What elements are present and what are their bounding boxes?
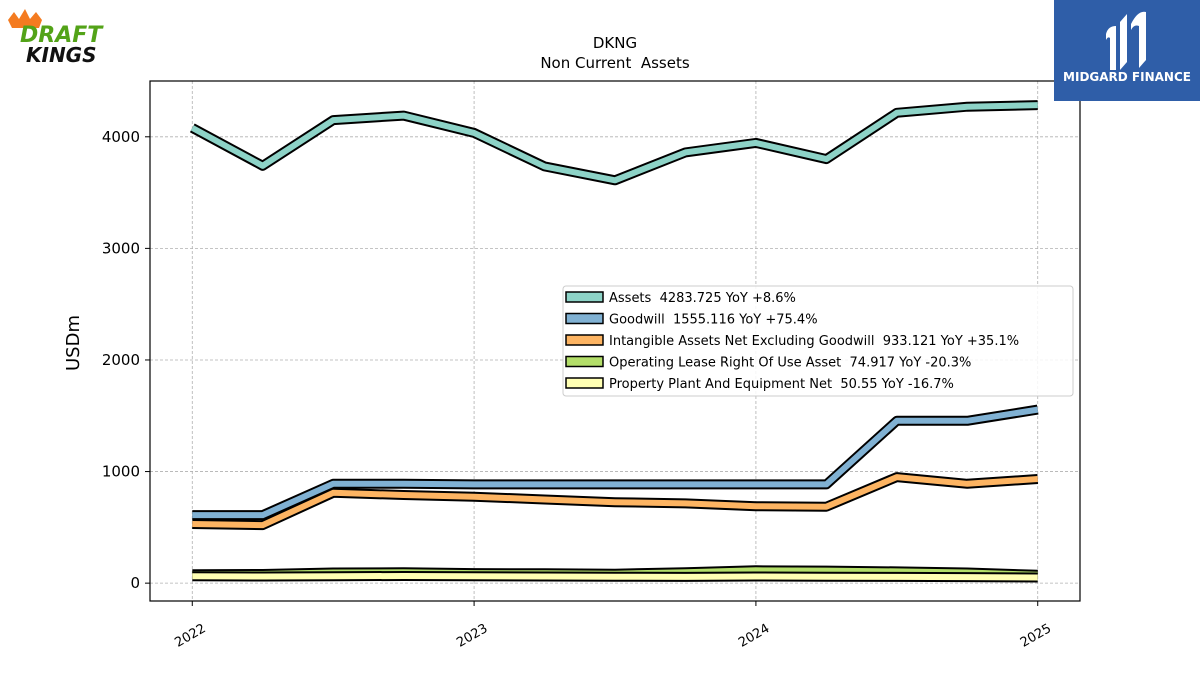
midgard-mark-icon xyxy=(1106,11,1146,70)
series-line-1 xyxy=(192,406,1039,519)
y-tick-label: 4000 xyxy=(102,128,140,146)
logo-text-kings: KINGS xyxy=(26,43,97,66)
x-axis: 2022 2023 2024 2025 xyxy=(172,601,1054,651)
x-tick-label: 2024 xyxy=(736,621,772,651)
crown-icon xyxy=(8,9,42,28)
legend-entry: Operating Lease Right Of Use Asset 74.91… xyxy=(609,356,971,371)
draftkings-logo: DRAFT KINGS xyxy=(8,9,104,66)
legend-entry: Intangible Assets Net Excluding Goodwill… xyxy=(609,334,1019,349)
midgard-logo-text: MIDGARD FINANCE xyxy=(1063,70,1191,84)
legend-entry: Assets 4283.725 YoY +8.6% xyxy=(609,291,796,306)
y-axis: 0 1000 2000 3000 4000 xyxy=(102,128,150,592)
y-tick-label: 1000 xyxy=(102,463,140,481)
plot-frame xyxy=(149,80,1081,602)
midgard-finance-logo: MIDGARD FINANCE xyxy=(1054,0,1200,101)
logo-text-draft: DRAFT xyxy=(20,23,104,48)
x-tick-label: 2023 xyxy=(454,621,490,651)
legend-swatch xyxy=(565,355,604,368)
series-line-4 xyxy=(192,573,1038,581)
y-tick-label: 3000 xyxy=(102,239,140,257)
legend-swatch xyxy=(565,291,604,303)
x-tick-label: 2022 xyxy=(172,621,208,651)
legend: Assets 4283.725 YoY +8.6% Goodwill 1555.1… xyxy=(562,285,1074,397)
x-tick-label: 2025 xyxy=(1018,621,1054,651)
legend-swatch xyxy=(565,377,604,389)
legend-swatch xyxy=(565,312,604,325)
series-line-2 xyxy=(192,474,1038,529)
series-lines xyxy=(189,100,1039,583)
series-outline-0 xyxy=(189,100,1038,186)
legend-swatch xyxy=(565,334,604,346)
legend-box xyxy=(562,285,1074,397)
chart-subtitle: Non Current Assets xyxy=(540,54,690,72)
legend-entry: Goodwill 1555.116 YoY +75.4% xyxy=(609,313,818,328)
y-tick-label: 0 xyxy=(130,574,140,592)
y-tick-label: 2000 xyxy=(102,351,140,369)
chart-title: DKNG xyxy=(593,34,637,52)
legend-entry: Property Plant And Equipment Net 50.55 Y… xyxy=(609,377,954,392)
series-line-0 xyxy=(190,102,1038,184)
y-axis-label: USDm xyxy=(63,315,84,371)
